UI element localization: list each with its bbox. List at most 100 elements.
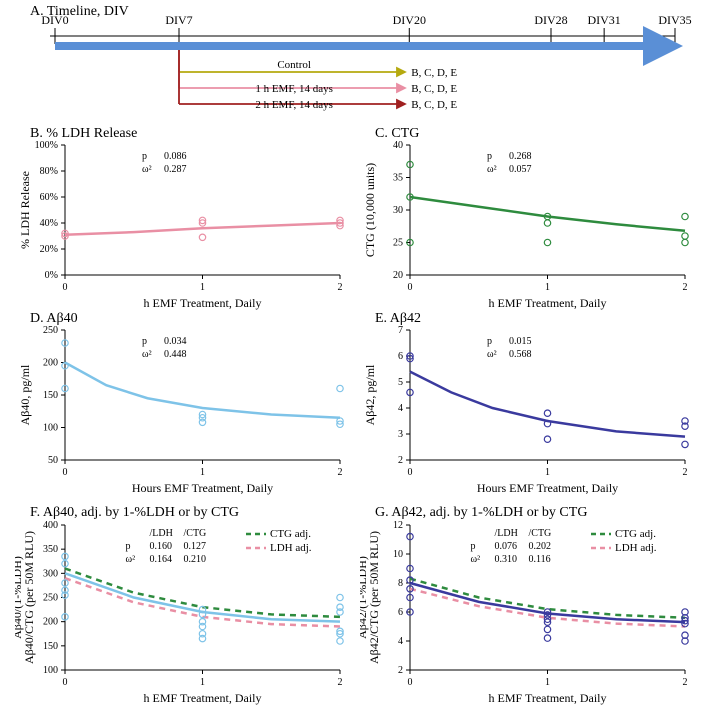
- panel-f-title: F. Aβ40, adj. by 1-%LDH or by CTG: [30, 505, 239, 521]
- svg-text:ω²: ω²: [126, 554, 136, 565]
- svg-text:h EMF Treatment, Daily: h EMF Treatment, Daily: [488, 296, 606, 310]
- svg-text:0.076: 0.076: [495, 541, 518, 552]
- svg-text:Aβ40, pg/ml: Aβ40, pg/ml: [18, 364, 32, 425]
- svg-text:150: 150: [43, 641, 58, 652]
- svg-text:2: 2: [683, 467, 688, 478]
- svg-text:6: 6: [398, 351, 403, 362]
- svg-text:ω²: ω²: [487, 164, 497, 175]
- svg-text:250: 250: [43, 325, 58, 336]
- svg-text:/LDH: /LDH: [495, 528, 518, 539]
- svg-text:2 h EMF, 14 days: 2 h EMF, 14 days: [255, 99, 333, 111]
- svg-text:Hours EMF Treatment, Daily: Hours EMF Treatment, Daily: [132, 481, 273, 495]
- svg-text:4: 4: [398, 636, 403, 647]
- svg-text:B, C, D, E: B, C, D, E: [411, 67, 457, 79]
- svg-text:2: 2: [683, 677, 688, 688]
- svg-text:200: 200: [43, 358, 58, 369]
- svg-text:2: 2: [338, 282, 343, 293]
- svg-text:60%: 60%: [40, 192, 58, 203]
- svg-text:6: 6: [398, 607, 403, 618]
- svg-text:30: 30: [393, 205, 403, 216]
- svg-text:1: 1: [545, 677, 550, 688]
- svg-text:0.127: 0.127: [184, 541, 207, 552]
- svg-text:0.210: 0.210: [184, 554, 207, 565]
- svg-text:4: 4: [398, 403, 403, 414]
- svg-text:CTG adj.: CTG adj.: [270, 528, 311, 540]
- svg-text:400: 400: [43, 520, 58, 531]
- svg-text:LDH adj.: LDH adj.: [615, 542, 657, 554]
- chart-e: 234567012Hours EMF Treatment, DailyAβ42,…: [360, 325, 709, 505]
- svg-text:p: p: [471, 541, 476, 552]
- svg-text:150: 150: [43, 390, 58, 401]
- svg-text:h EMF Treatment, Daily: h EMF Treatment, Daily: [488, 691, 606, 705]
- svg-text:0: 0: [63, 677, 68, 688]
- svg-text:/CTG: /CTG: [184, 528, 207, 539]
- svg-text:/CTG: /CTG: [529, 528, 552, 539]
- svg-text:2: 2: [398, 455, 403, 466]
- svg-text:Aβ40/CTG (per 50M RLU): Aβ40/CTG (per 50M RLU): [22, 531, 36, 664]
- svg-text:Hours EMF Treatment, Daily: Hours EMF Treatment, Daily: [477, 481, 618, 495]
- chart-c: 2025303540012h EMF Treatment, DailyCTG (…: [360, 140, 709, 320]
- svg-text:/LDH: /LDH: [150, 528, 173, 539]
- svg-text:2: 2: [338, 467, 343, 478]
- svg-text:200: 200: [43, 617, 58, 628]
- svg-text:2: 2: [683, 282, 688, 293]
- svg-text:1: 1: [545, 467, 550, 478]
- svg-text:0: 0: [408, 677, 413, 688]
- svg-text:0%: 0%: [45, 270, 58, 281]
- svg-text:0: 0: [408, 467, 413, 478]
- svg-text:8: 8: [398, 578, 403, 589]
- svg-text:350: 350: [43, 544, 58, 555]
- svg-text:DIV0: DIV0: [41, 13, 68, 27]
- panel-g-title: G. Aβ42, adj. by 1-%LDH or by CTG: [375, 505, 587, 521]
- chart-b: 0%20%40%60%80%100%012h EMF Treatment, Da…: [15, 140, 370, 320]
- svg-text:1 h EMF, 14 days: 1 h EMF, 14 days: [255, 83, 333, 95]
- svg-text:20: 20: [393, 270, 403, 281]
- svg-text:DIV7: DIV7: [165, 13, 192, 27]
- svg-text:Aβ42/CTG (per 50M RLU): Aβ42/CTG (per 50M RLU): [367, 531, 381, 664]
- svg-text:ω²: ω²: [142, 349, 152, 360]
- svg-text:% LDH Release: % LDH Release: [18, 171, 32, 249]
- svg-text:0.015: 0.015: [509, 336, 532, 347]
- chart-g: 24681012012h EMF Treatment, DailyAβ42/(1…: [360, 520, 709, 715]
- svg-text:DIV35: DIV35: [658, 13, 691, 27]
- svg-text:2: 2: [338, 677, 343, 688]
- svg-text:CTG adj.: CTG adj.: [615, 528, 656, 540]
- svg-text:7: 7: [398, 325, 403, 336]
- svg-text:0.116: 0.116: [529, 554, 551, 565]
- svg-text:DIV28: DIV28: [534, 13, 567, 27]
- svg-text:p: p: [487, 151, 492, 162]
- svg-text:12: 12: [393, 520, 403, 531]
- svg-text:Aβ42, pg/ml: Aβ42, pg/ml: [363, 364, 377, 425]
- svg-text:40%: 40%: [40, 218, 58, 229]
- svg-text:LDH adj.: LDH adj.: [270, 542, 312, 554]
- svg-text:0.568: 0.568: [509, 349, 532, 360]
- svg-text:h EMF Treatment, Daily: h EMF Treatment, Daily: [143, 296, 261, 310]
- svg-text:2: 2: [398, 665, 403, 676]
- svg-text:100%: 100%: [35, 140, 58, 151]
- svg-text:0.287: 0.287: [164, 164, 187, 175]
- svg-text:1: 1: [545, 282, 550, 293]
- svg-text:50: 50: [48, 455, 58, 466]
- svg-text:20%: 20%: [40, 244, 58, 255]
- timeline-svg: DIV0DIV7DIV20DIV28DIV31DIV35B, C, D, ECo…: [0, 0, 709, 120]
- svg-text:0.448: 0.448: [164, 349, 187, 360]
- svg-text:0.034: 0.034: [164, 336, 187, 347]
- svg-text:0.202: 0.202: [529, 541, 552, 552]
- svg-text:DIV20: DIV20: [393, 13, 426, 27]
- svg-text:0: 0: [408, 282, 413, 293]
- svg-text:h EMF Treatment, Daily: h EMF Treatment, Daily: [143, 691, 261, 705]
- svg-text:40: 40: [393, 140, 403, 151]
- svg-text:CTG (10,000 units): CTG (10,000 units): [363, 163, 377, 257]
- svg-text:ω²: ω²: [487, 349, 497, 360]
- svg-text:B, C, D, E: B, C, D, E: [411, 99, 457, 111]
- chart-d: 50100150200250012Hours EMF Treatment, Da…: [15, 325, 370, 505]
- svg-text:p: p: [142, 336, 147, 347]
- svg-text:0.164: 0.164: [150, 554, 173, 565]
- svg-text:300: 300: [43, 568, 58, 579]
- svg-text:0: 0: [63, 282, 68, 293]
- figure-root: A. Timeline, DIV DIV0DIV7DIV20DIV28DIV31…: [0, 0, 709, 723]
- svg-text:p: p: [142, 151, 147, 162]
- svg-text:Control: Control: [277, 59, 311, 71]
- svg-text:0.057: 0.057: [509, 164, 532, 175]
- svg-text:1: 1: [200, 467, 205, 478]
